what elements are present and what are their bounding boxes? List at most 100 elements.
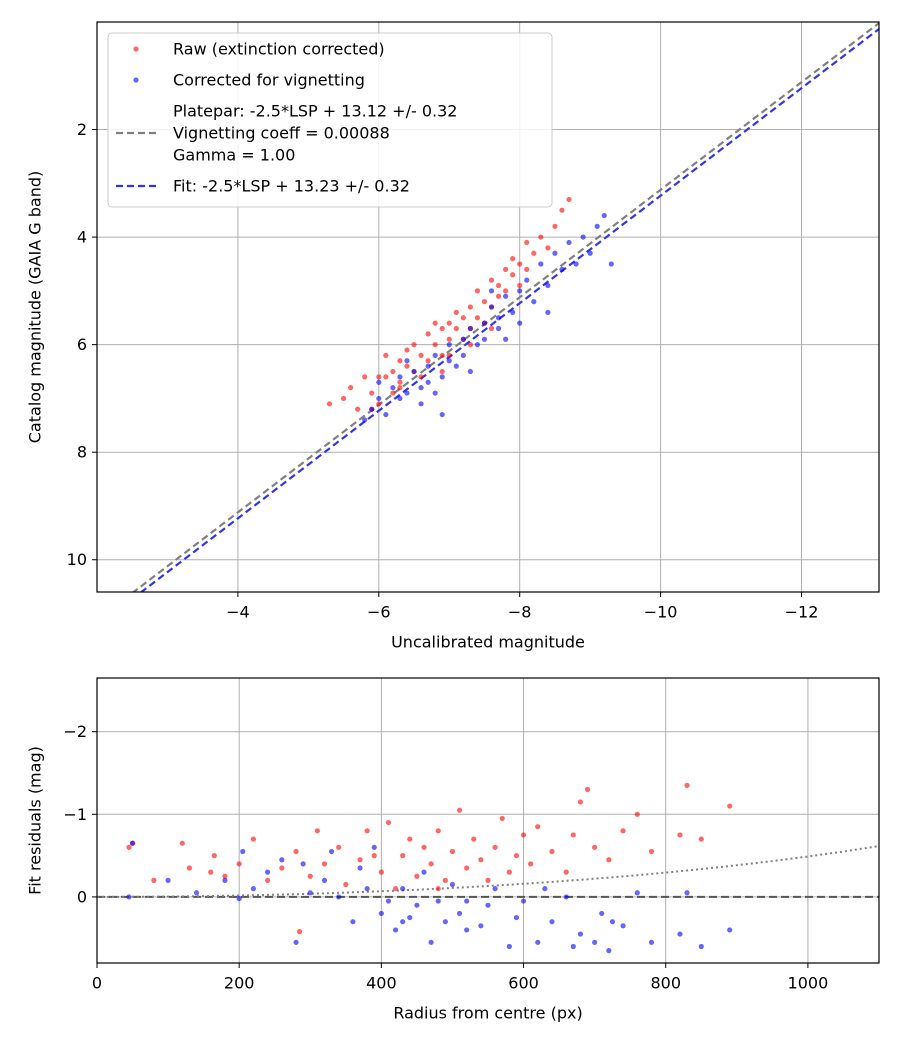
bottom-point	[492, 844, 498, 850]
bottom-point	[684, 890, 690, 896]
bottom-plot-area	[97, 782, 879, 954]
bottom-point	[293, 848, 299, 855]
bottom-point	[392, 886, 399, 892]
bottom-point	[129, 840, 136, 846]
bottom-point	[442, 919, 448, 925]
top-point	[362, 374, 368, 380]
top-point	[326, 401, 333, 407]
bottom-point	[648, 939, 655, 945]
top-point	[348, 385, 354, 391]
bottom-point	[592, 844, 598, 850]
bottom-point	[371, 853, 377, 859]
bottom-point	[684, 782, 690, 788]
top-point	[495, 325, 502, 332]
top-point	[467, 342, 473, 348]
bottom-point	[222, 877, 228, 883]
top-point	[383, 352, 389, 358]
bottom-point	[563, 894, 569, 900]
bottom-point	[265, 877, 271, 883]
top-point	[467, 325, 473, 332]
bottom-point	[513, 853, 520, 859]
top-point	[495, 315, 502, 321]
top-series-0	[326, 196, 572, 412]
top-point	[503, 293, 509, 299]
top-point	[439, 374, 445, 380]
top-point	[425, 358, 431, 364]
top-y-tick-label: 2	[77, 120, 87, 139]
bottom-point	[609, 919, 616, 925]
bottom-point	[435, 828, 441, 834]
top-point	[418, 352, 424, 358]
bottom-point	[211, 853, 217, 859]
top-point	[524, 239, 530, 246]
top-point	[524, 277, 530, 283]
bottom-point	[506, 869, 512, 875]
bottom-series-1	[126, 840, 733, 954]
top-fit-line	[139, 28, 879, 592]
top-point	[439, 411, 445, 418]
bottom-point	[336, 844, 342, 850]
bottom-point	[400, 853, 406, 859]
top-point	[404, 347, 410, 353]
top-point	[397, 358, 403, 364]
bottom-point	[165, 877, 171, 883]
top-point	[488, 288, 495, 294]
bottom-point	[513, 914, 520, 921]
top-point	[566, 239, 572, 246]
top-y-tick-label: 6	[77, 335, 87, 354]
top-point	[418, 401, 424, 407]
top-point	[474, 315, 481, 321]
legend-label: Raw (extinction corrected)	[173, 40, 385, 59]
bottom-point	[265, 869, 271, 875]
top-point	[439, 325, 445, 332]
bottom-point	[126, 894, 132, 900]
top-point	[397, 385, 403, 391]
bottom-x-tick-label: 600	[508, 974, 539, 993]
bottom-point	[179, 840, 185, 846]
top-point	[552, 223, 558, 229]
top-point	[510, 256, 516, 262]
bottom-point	[297, 929, 303, 935]
bottom-x-axis-label: Radius from centre (px)	[393, 1004, 582, 1023]
vignetting-curve	[97, 845, 879, 898]
top-point	[481, 336, 488, 342]
bottom-point	[471, 836, 477, 842]
top-point	[481, 320, 488, 326]
top-x-tick-label: −10	[644, 603, 678, 622]
bottom-point	[250, 886, 256, 892]
top-point	[439, 368, 445, 375]
bottom-point	[648, 848, 655, 855]
bottom-point	[606, 857, 612, 863]
top-point	[573, 261, 579, 267]
bottom-point	[535, 939, 541, 945]
top-y-tick-label: 8	[77, 443, 87, 462]
bottom-x-tick-label: 0	[92, 974, 102, 993]
bottom-point	[464, 898, 470, 904]
residuals-plot: 0 200 400 600 800 1000 0 −1 −2 Radius from centre…	[26, 677, 880, 1023]
top-x-tick-label: −8	[508, 603, 532, 622]
bottom-point	[442, 877, 448, 883]
top-point	[538, 261, 544, 267]
top-point	[376, 374, 382, 380]
top-point	[340, 395, 347, 402]
bottom-x-tick-label: 800	[650, 974, 681, 993]
top-point	[453, 309, 459, 315]
bottom-point	[407, 914, 413, 921]
bottom-point	[464, 927, 470, 933]
bottom-point	[520, 832, 527, 838]
bottom-y-axis-label: Fit residuals (mag)	[26, 746, 45, 895]
bottom-point	[357, 857, 363, 863]
legend-marker	[133, 46, 139, 52]
bottom-point	[535, 824, 541, 830]
top-point	[460, 336, 466, 342]
top-point	[495, 282, 502, 289]
bottom-point	[499, 815, 505, 822]
bottom-point	[193, 890, 200, 896]
top-point	[495, 293, 502, 299]
top-point	[559, 266, 565, 272]
top-point	[446, 336, 452, 342]
top-point	[524, 266, 530, 272]
top-point	[397, 395, 403, 402]
bottom-point	[350, 919, 356, 925]
